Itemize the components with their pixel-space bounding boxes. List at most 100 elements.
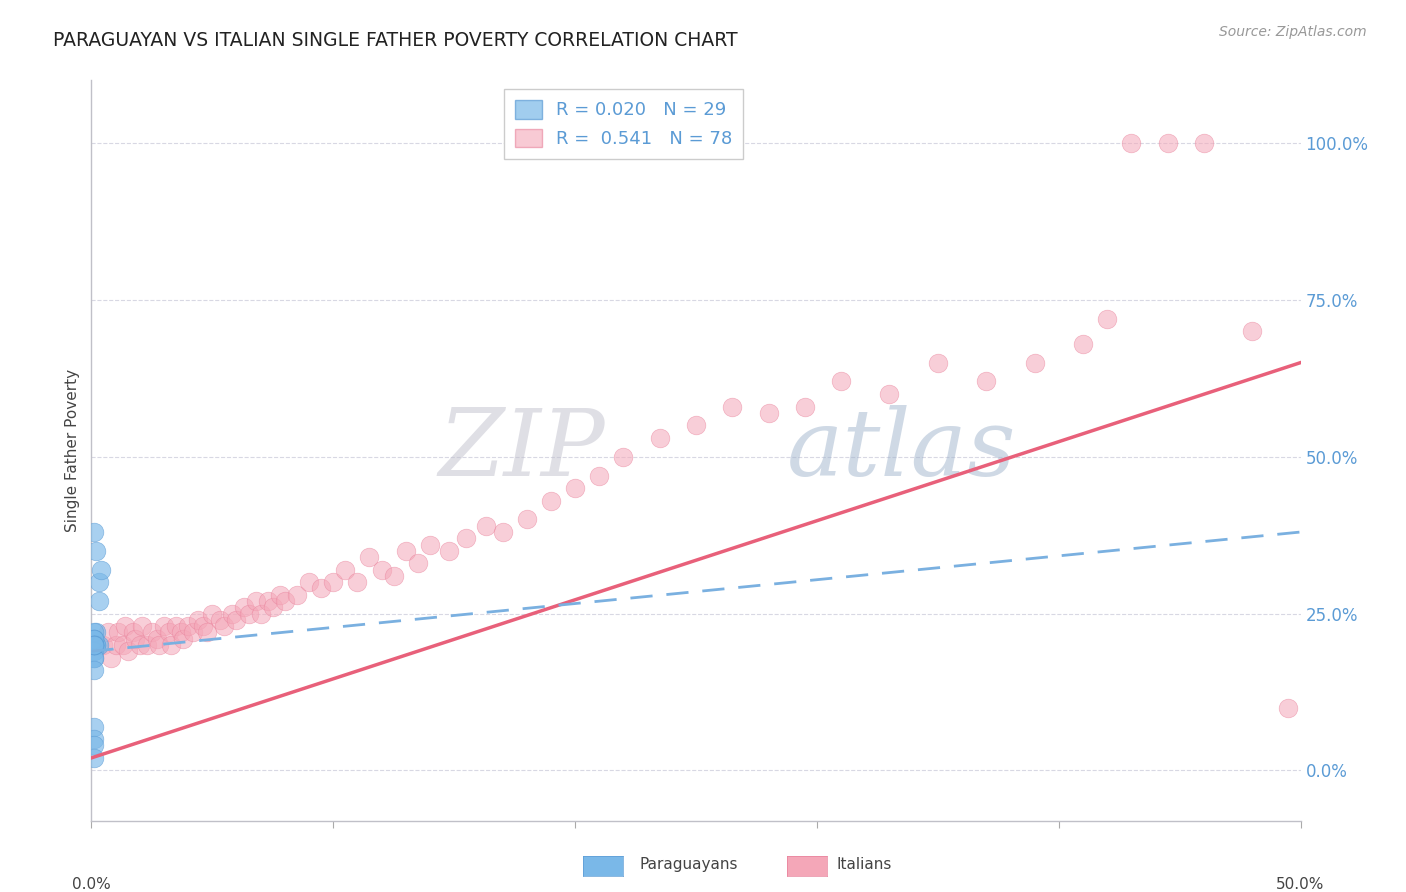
Point (201, 607, 224, 621)
Point (225, 613, 247, 627)
Point (114, 619, 136, 633)
Point (128, 638, 150, 652)
Point (1192, 136, 1215, 150)
Point (83, 650, 105, 665)
Point (262, 600, 284, 615)
Point (170, 625, 193, 640)
Point (121, 625, 143, 640)
Legend: R = 0.020   N = 29, R =  0.541   N = 78: R = 0.020 N = 29, R = 0.541 N = 78 (503, 89, 744, 159)
Point (491, 524, 513, 539)
Point (131, 619, 153, 633)
Point (100, 650, 122, 665)
Point (406, 557, 429, 571)
Point (588, 468, 610, 483)
Point (148, 638, 170, 652)
Point (83, 638, 105, 652)
Point (208, 613, 231, 627)
Point (370, 563, 392, 577)
Point (298, 575, 321, 590)
Point (197, 625, 219, 640)
Text: ZIP: ZIP (439, 406, 605, 495)
Point (93, 638, 115, 652)
Point (124, 632, 146, 646)
Point (516, 512, 538, 526)
Point (104, 638, 127, 652)
Point (1024, 356, 1046, 370)
Point (191, 619, 214, 633)
Point (153, 619, 176, 633)
Point (187, 613, 209, 627)
Point (232, 600, 254, 615)
Point (83, 524, 105, 539)
Point (1241, 324, 1264, 338)
Point (111, 638, 134, 652)
Point (793, 400, 815, 414)
Point (83, 644, 105, 658)
Point (83, 638, 105, 652)
Point (87, 594, 110, 608)
Text: 0.0%: 0.0% (72, 877, 111, 892)
Point (648, 431, 671, 445)
Point (456, 531, 478, 545)
Point (419, 538, 441, 552)
Point (359, 550, 381, 565)
Point (221, 607, 243, 621)
Text: PARAGUAYAN VS ITALIAN SINGLE FATHER POVERTY CORRELATION CHART: PARAGUAYAN VS ITALIAN SINGLE FATHER POVE… (53, 31, 738, 50)
Y-axis label: Single Father Poverty: Single Father Poverty (65, 369, 80, 532)
Point (157, 625, 180, 640)
Point (87, 638, 110, 652)
Point (612, 450, 634, 464)
Point (165, 619, 187, 633)
Point (830, 375, 852, 389)
Point (274, 594, 297, 608)
Point (1121, 136, 1143, 150)
Point (83, 751, 105, 765)
Point (257, 594, 280, 608)
Point (84, 625, 107, 640)
Point (758, 406, 780, 420)
Point (974, 375, 997, 389)
Point (83, 638, 105, 652)
Point (83, 739, 105, 753)
Point (136, 638, 159, 652)
Point (1277, 700, 1299, 714)
Point (927, 356, 949, 370)
Point (249, 607, 271, 621)
Point (83, 732, 105, 747)
Point (117, 644, 139, 658)
Point (172, 632, 194, 646)
Point (181, 625, 204, 640)
Point (145, 632, 167, 646)
Point (83, 663, 105, 677)
Point (214, 619, 236, 633)
Point (685, 418, 707, 433)
Point (107, 625, 129, 640)
Point (245, 594, 267, 608)
Text: atlas: atlas (786, 406, 1017, 495)
Point (879, 387, 901, 401)
Point (83, 719, 105, 733)
Point (1095, 311, 1118, 326)
Point (309, 582, 332, 596)
Text: 50.0%: 50.0% (1277, 877, 1324, 892)
Point (83, 650, 105, 665)
Point (285, 588, 308, 602)
Point (87, 575, 110, 590)
Point (83, 632, 105, 646)
Point (1071, 336, 1094, 351)
Point (83, 638, 105, 652)
Text: Paraguayans: Paraguayans (640, 857, 738, 872)
Point (335, 563, 357, 577)
Point (1156, 136, 1178, 150)
Point (83, 638, 105, 652)
Point (84, 544, 107, 558)
Point (160, 638, 183, 652)
Point (83, 638, 105, 652)
Point (346, 575, 368, 590)
Point (84, 638, 107, 652)
Point (540, 493, 562, 508)
Point (439, 544, 461, 558)
Point (83, 625, 105, 640)
Point (83, 632, 105, 646)
Point (395, 544, 418, 558)
